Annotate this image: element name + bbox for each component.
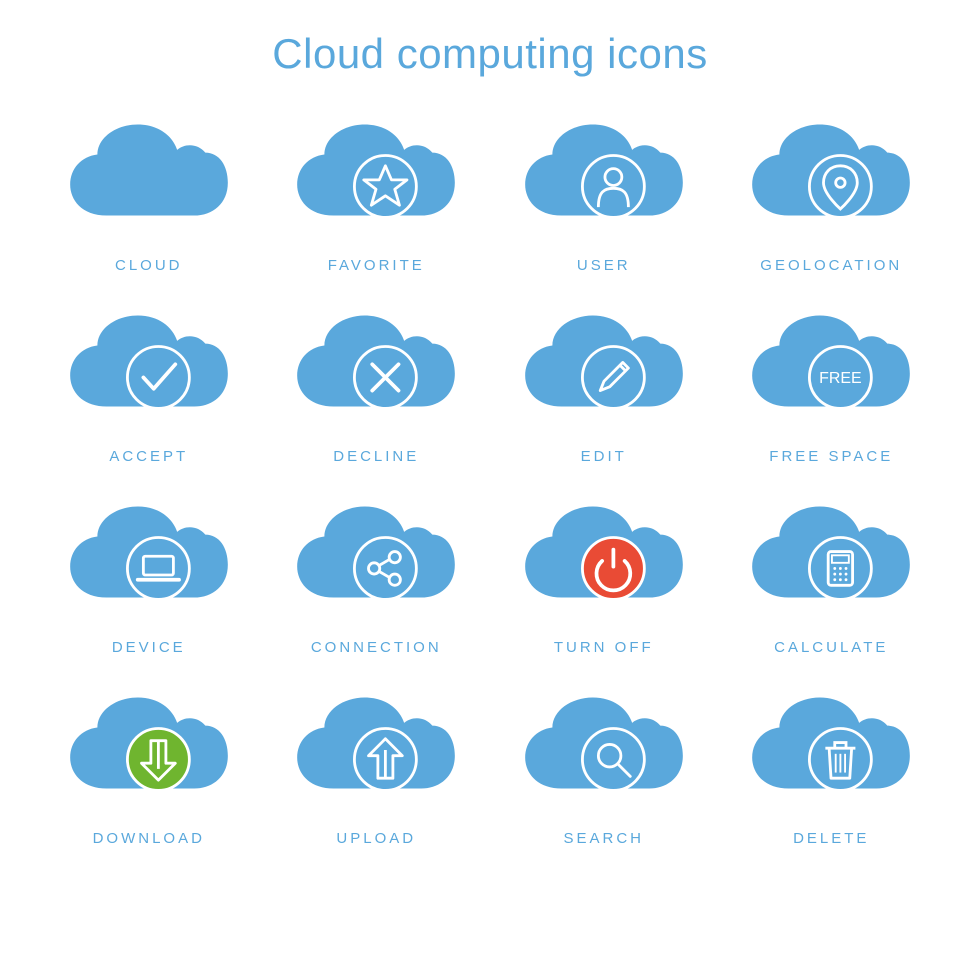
icon-label: SEARCH — [563, 830, 644, 847]
cloud-accept-icon — [64, 308, 234, 430]
icon-cell-upload: UPLOAD — [278, 686, 476, 847]
icon-cell-cloud: CLOUD — [50, 113, 248, 274]
edit-icon — [514, 304, 694, 434]
calculate-icon — [741, 495, 921, 625]
cloud-icon — [59, 113, 239, 243]
icon-cell-delete: DELETE — [733, 686, 931, 847]
icon-cell-turn-off: TURN OFF — [505, 495, 703, 656]
cloud-free-space-icon: FREE — [746, 308, 916, 430]
svg-text:FREE: FREE — [819, 370, 862, 387]
icon-label: TURN OFF — [554, 639, 654, 656]
icon-cell-edit: EDIT — [505, 304, 703, 465]
icon-grid: CLOUD FAVORITE USER GEOLOCATI — [50, 113, 930, 847]
cloud-user-icon — [519, 117, 689, 239]
icon-label: DOWNLOAD — [93, 830, 205, 847]
favorite-icon — [286, 113, 466, 243]
icon-label: FAVORITE — [328, 257, 425, 274]
upload-icon — [286, 686, 466, 816]
cloud-device-icon — [64, 499, 234, 621]
accept-icon — [59, 304, 239, 434]
icon-cell-user: USER — [505, 113, 703, 274]
icon-cell-free-space: FREE FREE SPACE — [733, 304, 931, 465]
icon-cell-favorite: FAVORITE — [278, 113, 476, 274]
delete-icon — [741, 686, 921, 816]
icon-cell-calculate: CALCULATE — [733, 495, 931, 656]
cloud-download-icon — [64, 690, 234, 812]
turn-off-icon — [514, 495, 694, 625]
icon-label: CONNECTION — [311, 639, 442, 656]
user-icon — [514, 113, 694, 243]
cloud-cloud-icon — [64, 117, 234, 239]
icon-label: UPLOAD — [336, 830, 416, 847]
cloud-delete-icon — [746, 690, 916, 812]
cloud-edit-icon — [519, 308, 689, 430]
geolocation-icon — [741, 113, 921, 243]
icon-label: CALCULATE — [774, 639, 888, 656]
cloud-connection-icon — [291, 499, 461, 621]
icon-cell-device: DEVICE — [50, 495, 248, 656]
icon-label: DECLINE — [333, 448, 419, 465]
cloud-turn-off-icon — [519, 499, 689, 621]
cloud-calculate-icon — [746, 499, 916, 621]
icon-sheet: Cloud computing icons CLOUD FAVORITE USE… — [0, 0, 980, 980]
icon-label: FREE SPACE — [769, 448, 893, 465]
icon-cell-decline: DECLINE — [278, 304, 476, 465]
free-space-icon: FREE — [741, 304, 921, 434]
icon-label: ACCEPT — [109, 448, 188, 465]
icon-cell-geolocation: GEOLOCATION — [733, 113, 931, 274]
icon-label: DEVICE — [112, 639, 186, 656]
icon-label: GEOLOCATION — [760, 257, 902, 274]
icon-cell-search: SEARCH — [505, 686, 703, 847]
search-icon — [514, 686, 694, 816]
cloud-decline-icon — [291, 308, 461, 430]
icon-cell-download: DOWNLOAD — [50, 686, 248, 847]
icon-cell-connection: CONNECTION — [278, 495, 476, 656]
cloud-upload-icon — [291, 690, 461, 812]
connection-icon — [286, 495, 466, 625]
download-icon — [59, 686, 239, 816]
page-title: Cloud computing icons — [50, 30, 930, 78]
icon-label: CLOUD — [115, 257, 183, 274]
decline-icon — [286, 304, 466, 434]
cloud-geolocation-icon — [746, 117, 916, 239]
icon-label: DELETE — [793, 830, 869, 847]
cloud-search-icon — [519, 690, 689, 812]
icon-cell-accept: ACCEPT — [50, 304, 248, 465]
device-icon — [59, 495, 239, 625]
icon-label: EDIT — [581, 448, 627, 465]
cloud-favorite-icon — [291, 117, 461, 239]
icon-label: USER — [577, 257, 631, 274]
